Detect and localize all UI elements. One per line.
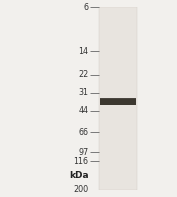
Text: 14: 14	[79, 47, 88, 56]
Text: 44: 44	[79, 106, 88, 115]
Text: 22: 22	[78, 70, 88, 79]
Bar	[100, 98, 136, 105]
Text: 6: 6	[84, 3, 88, 12]
Text: 31: 31	[79, 88, 88, 97]
Text: 97: 97	[78, 148, 88, 157]
Text: 200: 200	[73, 185, 88, 194]
Bar	[99, 7, 136, 190]
Text: 66: 66	[79, 127, 88, 137]
Text: kDa: kDa	[69, 171, 88, 180]
Text: 116: 116	[73, 157, 88, 166]
